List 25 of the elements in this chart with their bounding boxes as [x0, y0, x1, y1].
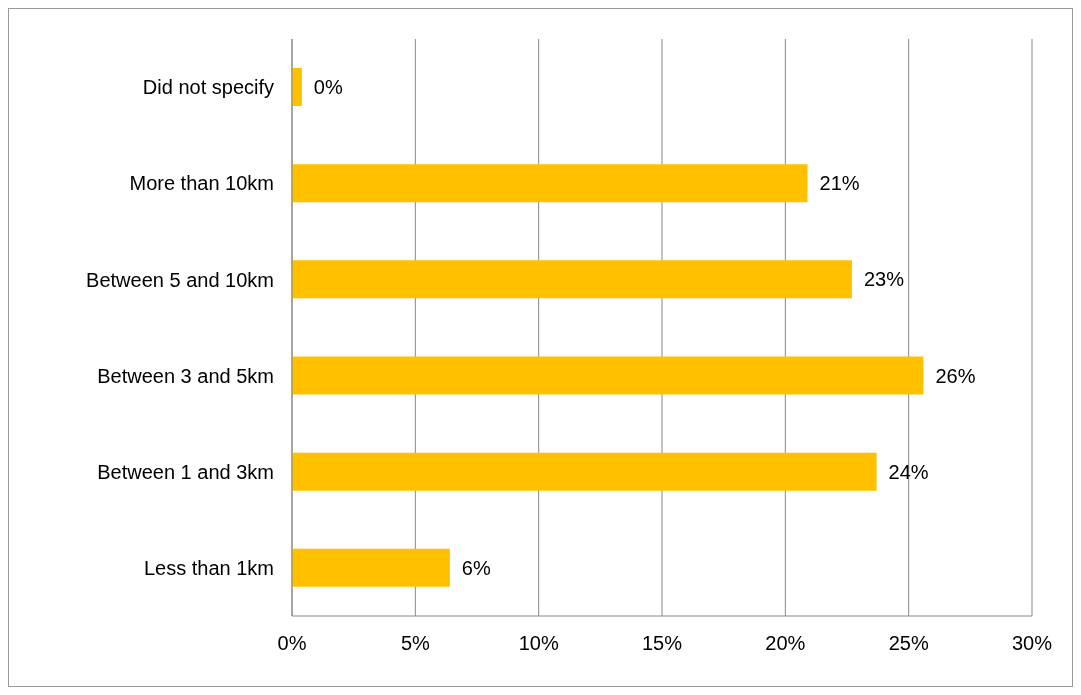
bar: [292, 68, 302, 106]
x-tick-label: 10%: [518, 632, 559, 655]
bar: [292, 164, 808, 203]
data-label: 23%: [863, 268, 905, 291]
x-tick-label: 20%: [765, 632, 806, 655]
bar: [292, 452, 877, 491]
x-tick-label: 30%: [1011, 632, 1053, 655]
y-tick-label: Less than 1km: [143, 557, 274, 580]
y-tick-label: Between 1 and 3km: [97, 460, 274, 483]
y-tick-label: Did not specify: [142, 76, 274, 99]
x-tick-label: 25%: [888, 632, 929, 655]
data-label: 0%: [313, 76, 343, 99]
data-label: 21%: [819, 172, 860, 195]
bar: [292, 260, 852, 299]
y-tick-label: Between 3 and 5km: [97, 364, 274, 387]
bar: [292, 548, 450, 587]
y-tick-label: More than 10km: [129, 172, 274, 195]
data-label: 6%: [461, 556, 491, 579]
x-tick-label: 15%: [641, 632, 683, 655]
bar: [292, 356, 924, 395]
x-tick-label: 5%: [400, 632, 430, 655]
y-tick-label: Between 5 and 10km: [86, 268, 274, 291]
x-tick-label: 0%: [277, 632, 307, 655]
data-label: 24%: [888, 460, 929, 483]
data-label: 26%: [935, 364, 976, 387]
